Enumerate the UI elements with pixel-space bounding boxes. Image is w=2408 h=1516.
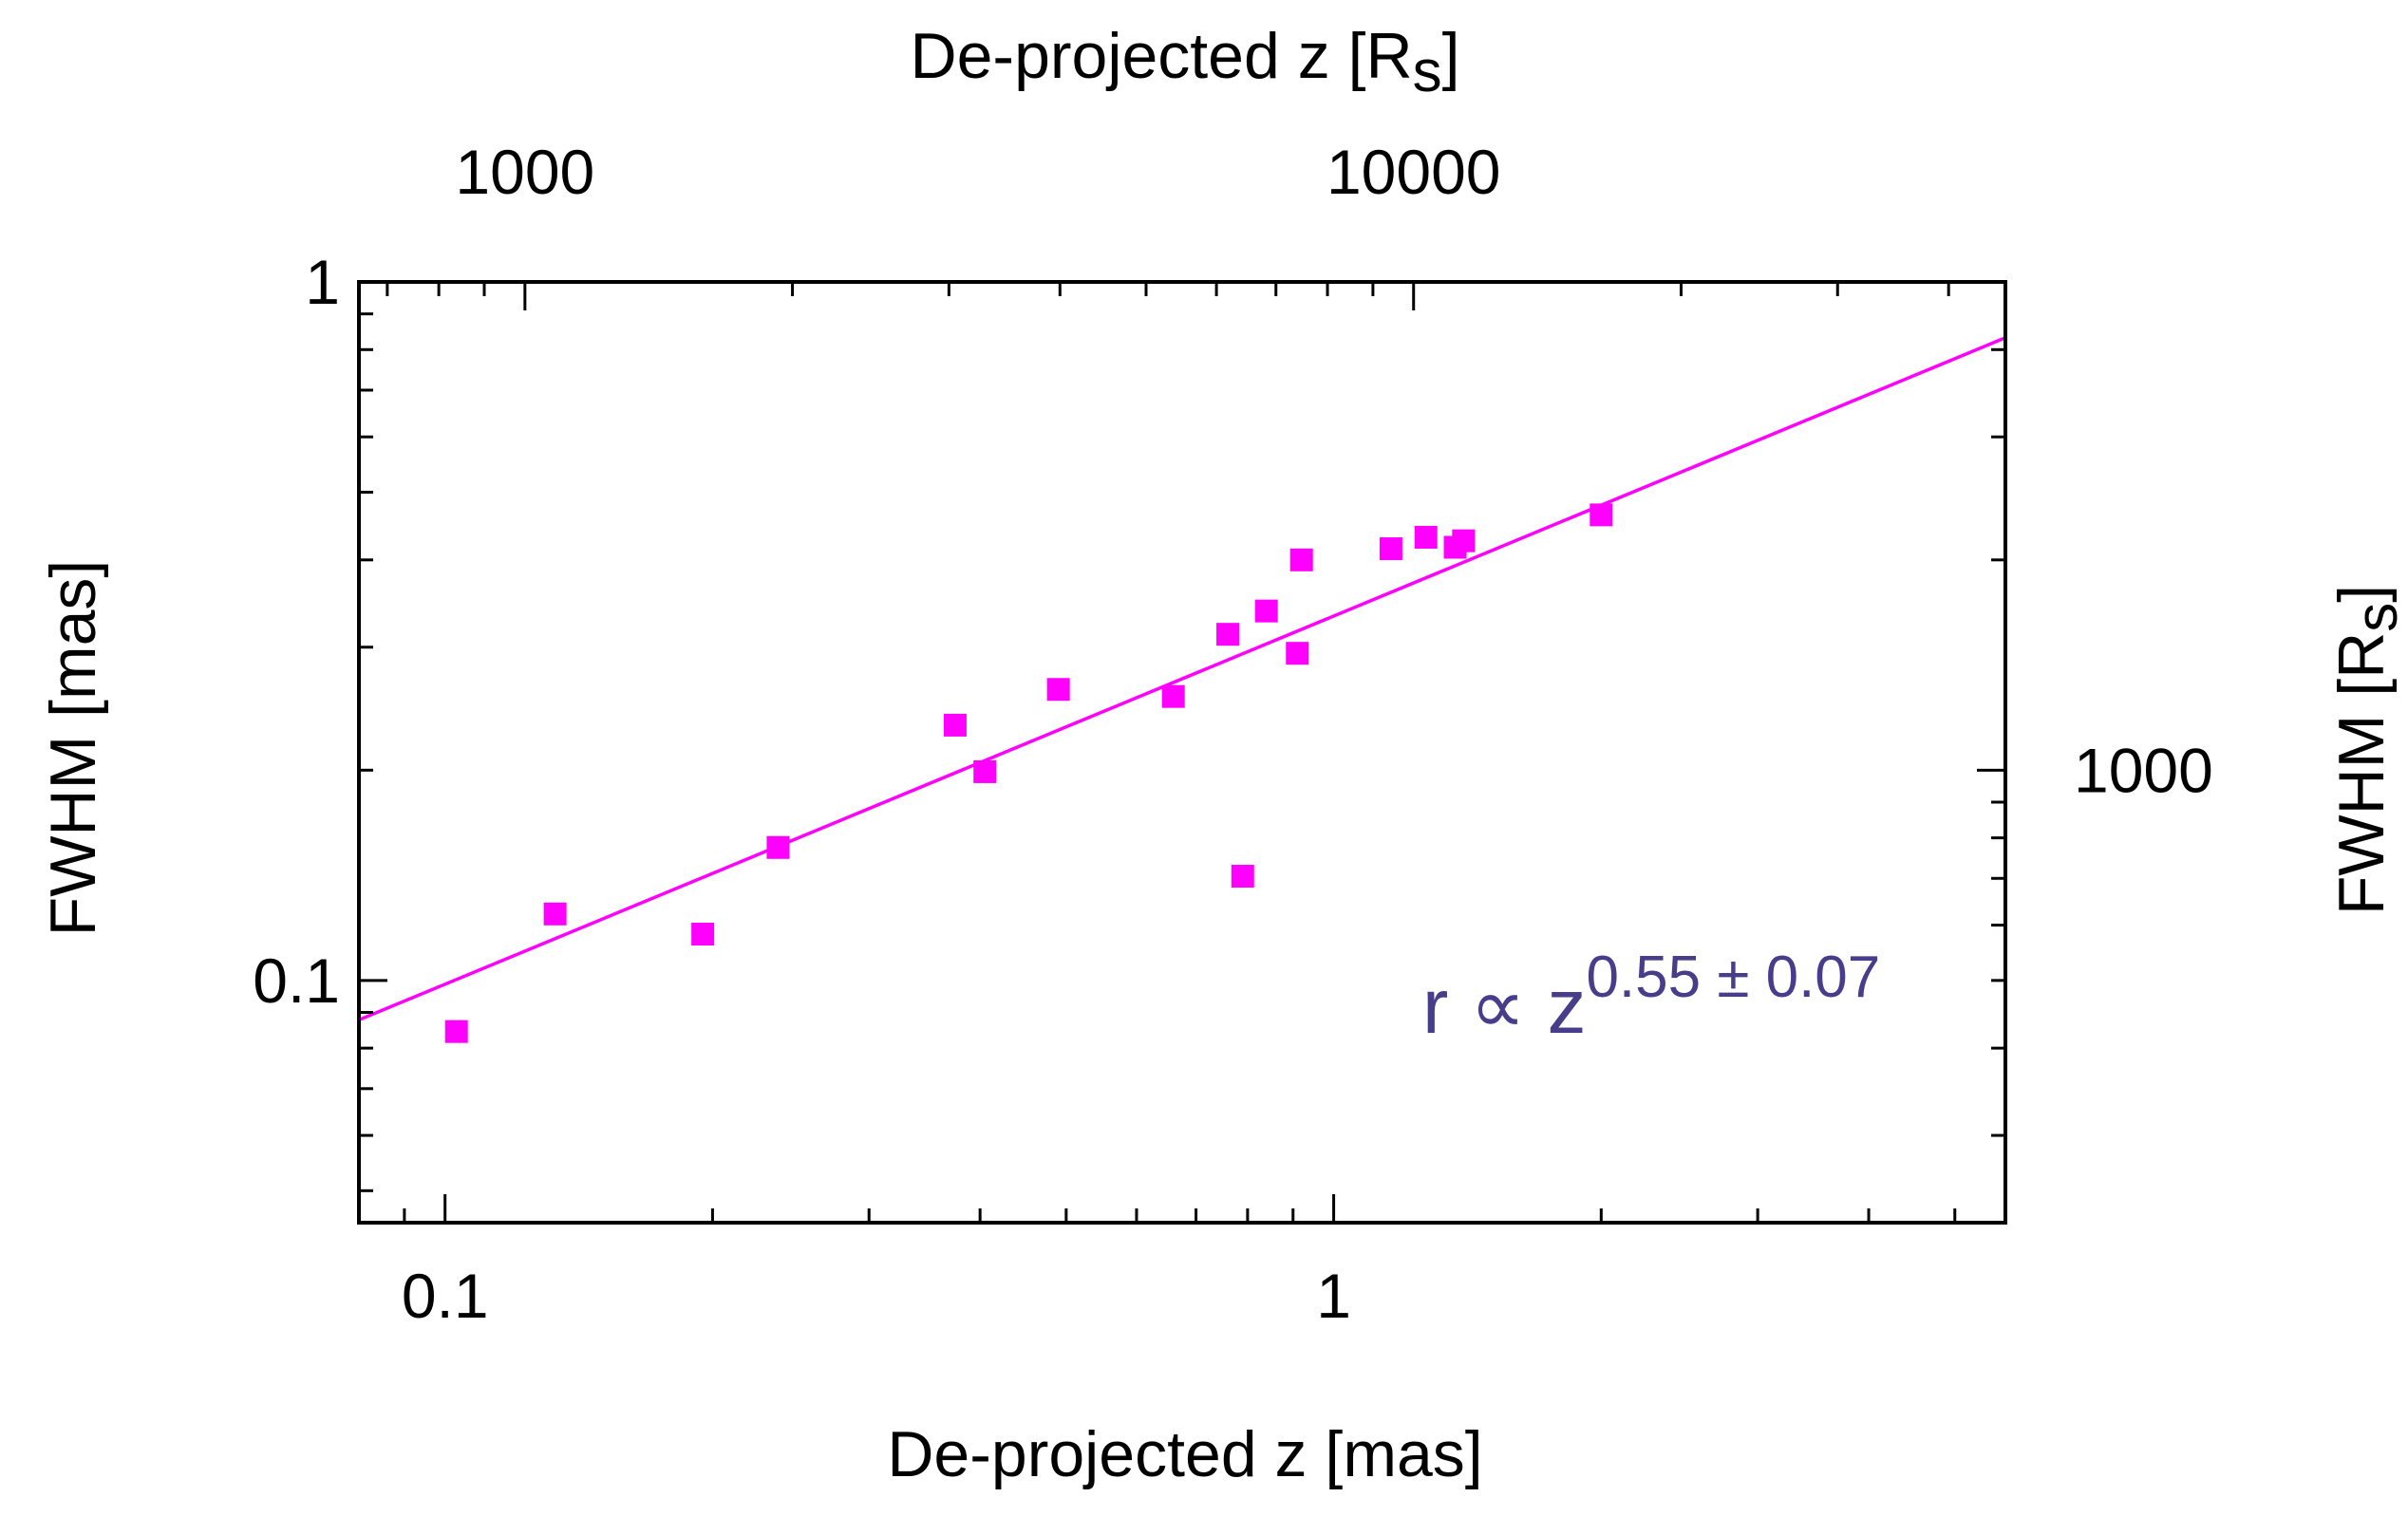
data-point [1590,503,1613,527]
axis-ticks [357,280,2005,1223]
fit-line [358,336,2006,1022]
data-point [1161,684,1185,708]
plot-area: 0.1 1 1000 10000 0.1 1 1000 [253,137,2213,1331]
x2-axis-title: De-projected z [Rs] [911,20,1460,104]
y-axis-title: FWHM [mas] [37,560,109,937]
y2-axis-title: FWHM [Rs] [2325,585,2408,915]
power-law-annotation: r ∝ z0.55 ± 0.07 [1422,945,1880,1050]
y-tick-label: 1 [305,247,340,317]
fit-layer [358,336,2006,1022]
data-point [543,902,567,926]
y2-tick-label: 1000 [2074,735,2213,805]
data-point [1414,525,1438,549]
plot-frame [357,280,2007,1225]
x2-tick-label: 10000 [1326,137,1501,207]
data-point [1216,623,1240,646]
data-point [1289,548,1313,571]
x-axis-title: De-projected z [mas] [887,1418,1482,1490]
data-point [1452,529,1476,552]
data-point [766,835,790,859]
x-tick-label: 1 [1316,1261,1351,1331]
data-point [1286,642,1309,665]
data-point [691,923,715,946]
data-point [943,713,967,737]
data-point [1379,537,1402,561]
data-point [1254,599,1278,623]
data-point [1046,678,1070,702]
x2-tick-label: 1000 [455,137,594,207]
x-tick-label: 0.1 [402,1261,489,1331]
data-points [444,503,1613,1043]
data-point [1231,865,1254,889]
tick-labels: 0.1 1 1000 10000 0.1 1 1000 [253,137,2213,1331]
data-point [973,759,997,783]
data-point [444,1020,468,1043]
y-tick-label: 0.1 [253,945,340,1016]
